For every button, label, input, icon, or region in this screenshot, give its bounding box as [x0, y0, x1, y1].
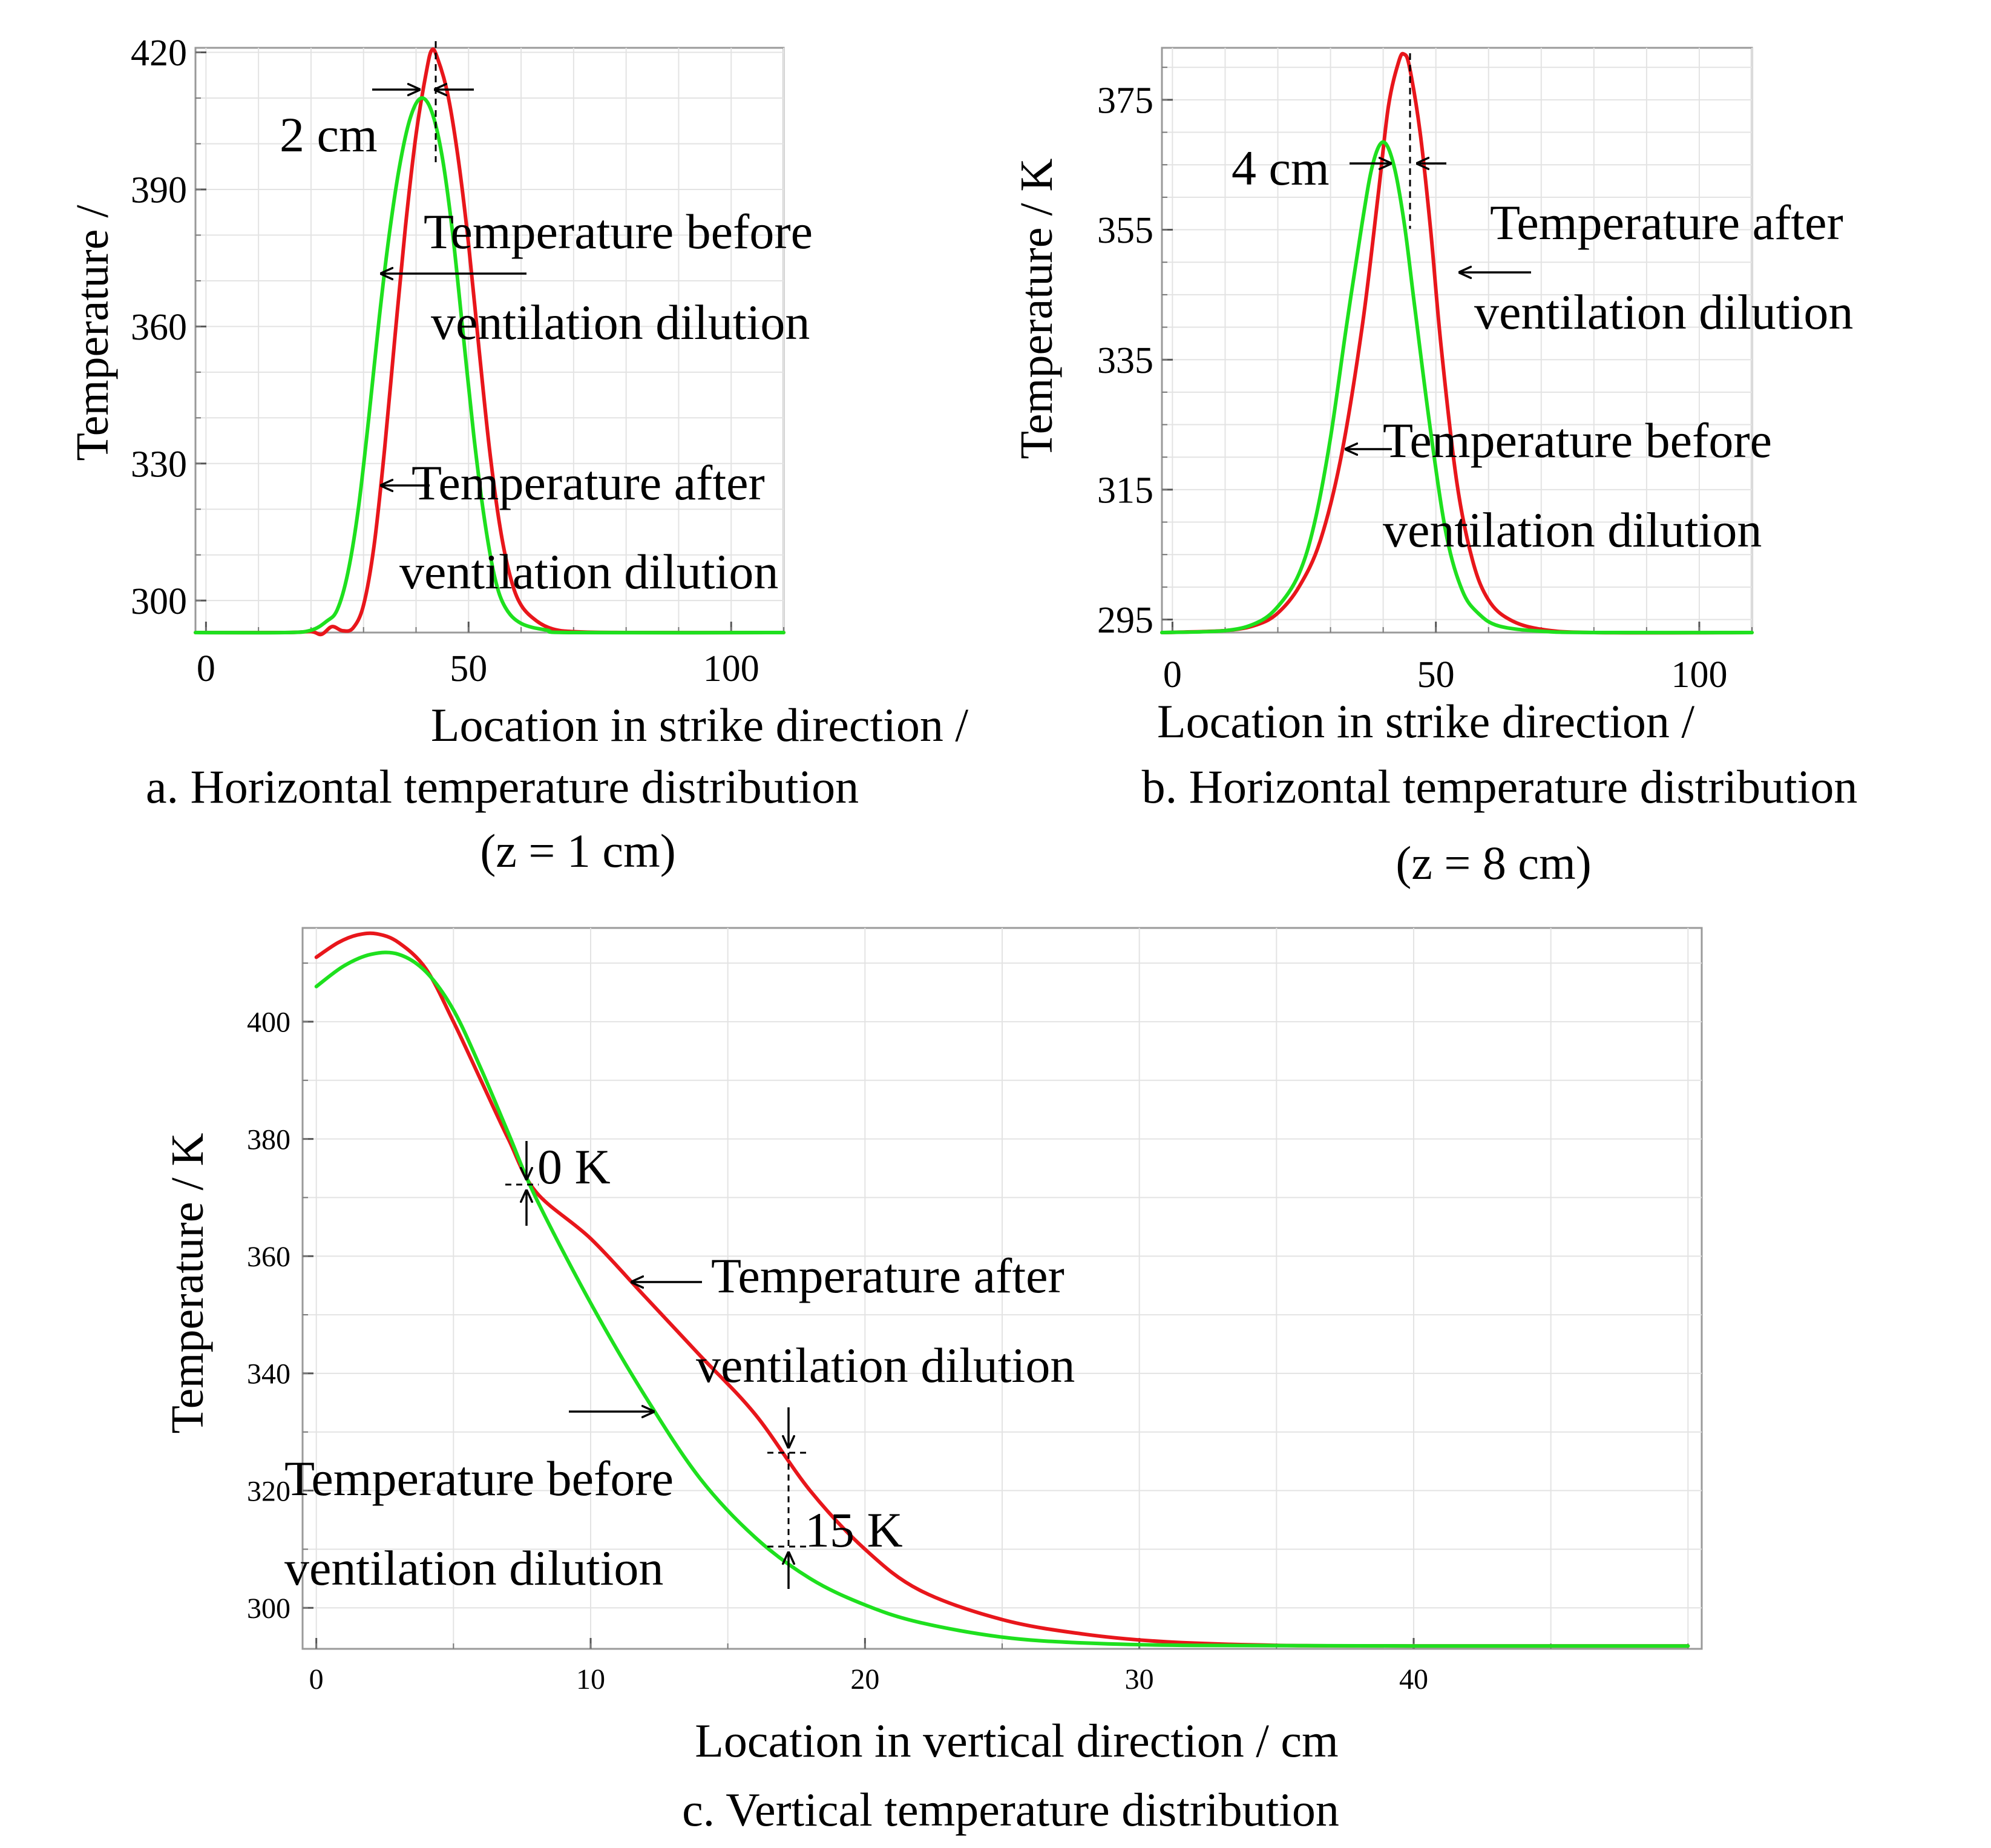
y-tick-label: 320 — [247, 1475, 290, 1507]
x-ticks-c: 0 10 20 30 40 — [309, 1638, 1689, 1695]
y-tick-label: 355 — [1097, 210, 1153, 251]
before-label-c-line2: ventilation dilution — [284, 1541, 663, 1596]
y-axis-label-b: Temperature / K — [1011, 158, 1062, 459]
y-tick-label: 315 — [1097, 470, 1153, 511]
grid-a — [195, 48, 784, 633]
grid-b — [1162, 48, 1753, 633]
y-tick-label: 390 — [131, 170, 187, 211]
caption-c: c. Vertical temperature distribution — [682, 1783, 1339, 1836]
x-tick-label: 0 — [1163, 654, 1182, 695]
y-tick-label: 300 — [131, 581, 187, 622]
delta-bottom-label-c: 15 K — [805, 1502, 903, 1557]
panel-c: 300 320 340 360 380 400 0 10 20 30 40 Temperature… — [162, 927, 1703, 1836]
offset-label-a: 2 cm — [280, 107, 378, 162]
x-tick-label: 0 — [309, 1663, 324, 1695]
y-tick-label: 340 — [247, 1358, 290, 1390]
caption-b-line1: b. Horizontal temperature distribution — [1142, 760, 1858, 813]
y-axis-label-a: Temperature / — [67, 205, 118, 461]
y-ticks-a: 300 330 360 390 420 — [131, 33, 206, 622]
y-tick-label: 295 — [1097, 600, 1153, 641]
x-tick-label: 10 — [576, 1663, 605, 1695]
y-tick-label: 330 — [131, 444, 187, 485]
x-tick-label: 50 — [1417, 654, 1455, 695]
x-tick-label: 100 — [703, 648, 759, 689]
after-label-b-line2: ventilation dilution — [1474, 284, 1853, 340]
offset-label-b: 4 cm — [1232, 140, 1330, 196]
x-axis-label-a: Location in strike direction / — [431, 699, 968, 751]
after-label-a-line1: Temperature after — [412, 455, 765, 510]
before-label-a-line1: Temperature before — [424, 204, 813, 259]
y-ticks-c: 300 320 340 360 380 400 — [247, 962, 313, 1625]
before-label-c-line1: Temperature before — [284, 1451, 674, 1506]
before-label-b-line2: ventilation dilution — [1383, 502, 1762, 557]
series-line-after-dilution — [194, 47, 786, 637]
series-line-after-dilution — [1160, 51, 1754, 635]
series-lines-b — [1160, 51, 1754, 635]
x-tick-label: 30 — [1125, 1663, 1154, 1695]
grid-c — [303, 928, 1702, 1649]
series-line-before-dilution — [1160, 140, 1754, 635]
caption-a-line2: (z = 1 cm) — [480, 824, 675, 877]
caption-a-line1: a. Horizontal temperature distribution — [146, 760, 859, 813]
series-line-before-dilution — [194, 96, 786, 635]
y-tick-label: 335 — [1097, 340, 1153, 381]
series-lines-a — [194, 47, 786, 637]
x-ticks-b: 0 50 100 — [1163, 622, 1753, 695]
caption-b-line2: (z = 8 cm) — [1396, 837, 1591, 889]
delta-top-label-c: 0 K — [537, 1139, 611, 1194]
series-lines-c — [314, 931, 1690, 1648]
panel-b: 295 315 335 355 375 0 50 100 Temperature / K L… — [1011, 47, 1858, 889]
before-label-a-line2: ventilation dilution — [431, 295, 810, 350]
x-tick-label: 100 — [1671, 654, 1727, 695]
x-tick-label: 50 — [450, 648, 487, 689]
y-tick-label: 380 — [247, 1123, 290, 1156]
y-tick-label: 360 — [247, 1241, 290, 1273]
after-label-c-line2: ventilation dilution — [696, 1338, 1075, 1393]
panel-a: 300 330 360 390 420 0 50 100 Temperature / Loc… — [67, 33, 968, 877]
before-label-b-line1: Temperature before — [1383, 413, 1772, 468]
series-line-before-dilution — [314, 950, 1690, 1648]
x-tick-label: 40 — [1399, 1663, 1428, 1695]
y-ticks-b: 295 315 335 355 375 — [1097, 67, 1173, 641]
after-label-a-line2: ventilation dilution — [399, 544, 778, 599]
y-tick-label: 400 — [247, 1007, 290, 1039]
after-label-b-line1: Temperature after — [1490, 195, 1843, 250]
x-axis-label-c: Location in vertical direction / cm — [695, 1714, 1338, 1767]
x-tick-label: 20 — [850, 1663, 879, 1695]
after-label-c-line1: Temperature after — [711, 1248, 1064, 1303]
x-axis-label-b: Location in strike direction / — [1157, 695, 1694, 748]
x-ticks-a: 0 50 100 — [197, 622, 784, 689]
y-tick-label: 300 — [247, 1593, 290, 1625]
y-tick-label: 420 — [131, 33, 187, 74]
y-axis-label-c: Temperature / K — [162, 1133, 213, 1433]
y-tick-label: 360 — [131, 307, 187, 348]
x-tick-label: 0 — [197, 648, 215, 689]
y-tick-label: 375 — [1097, 81, 1153, 122]
